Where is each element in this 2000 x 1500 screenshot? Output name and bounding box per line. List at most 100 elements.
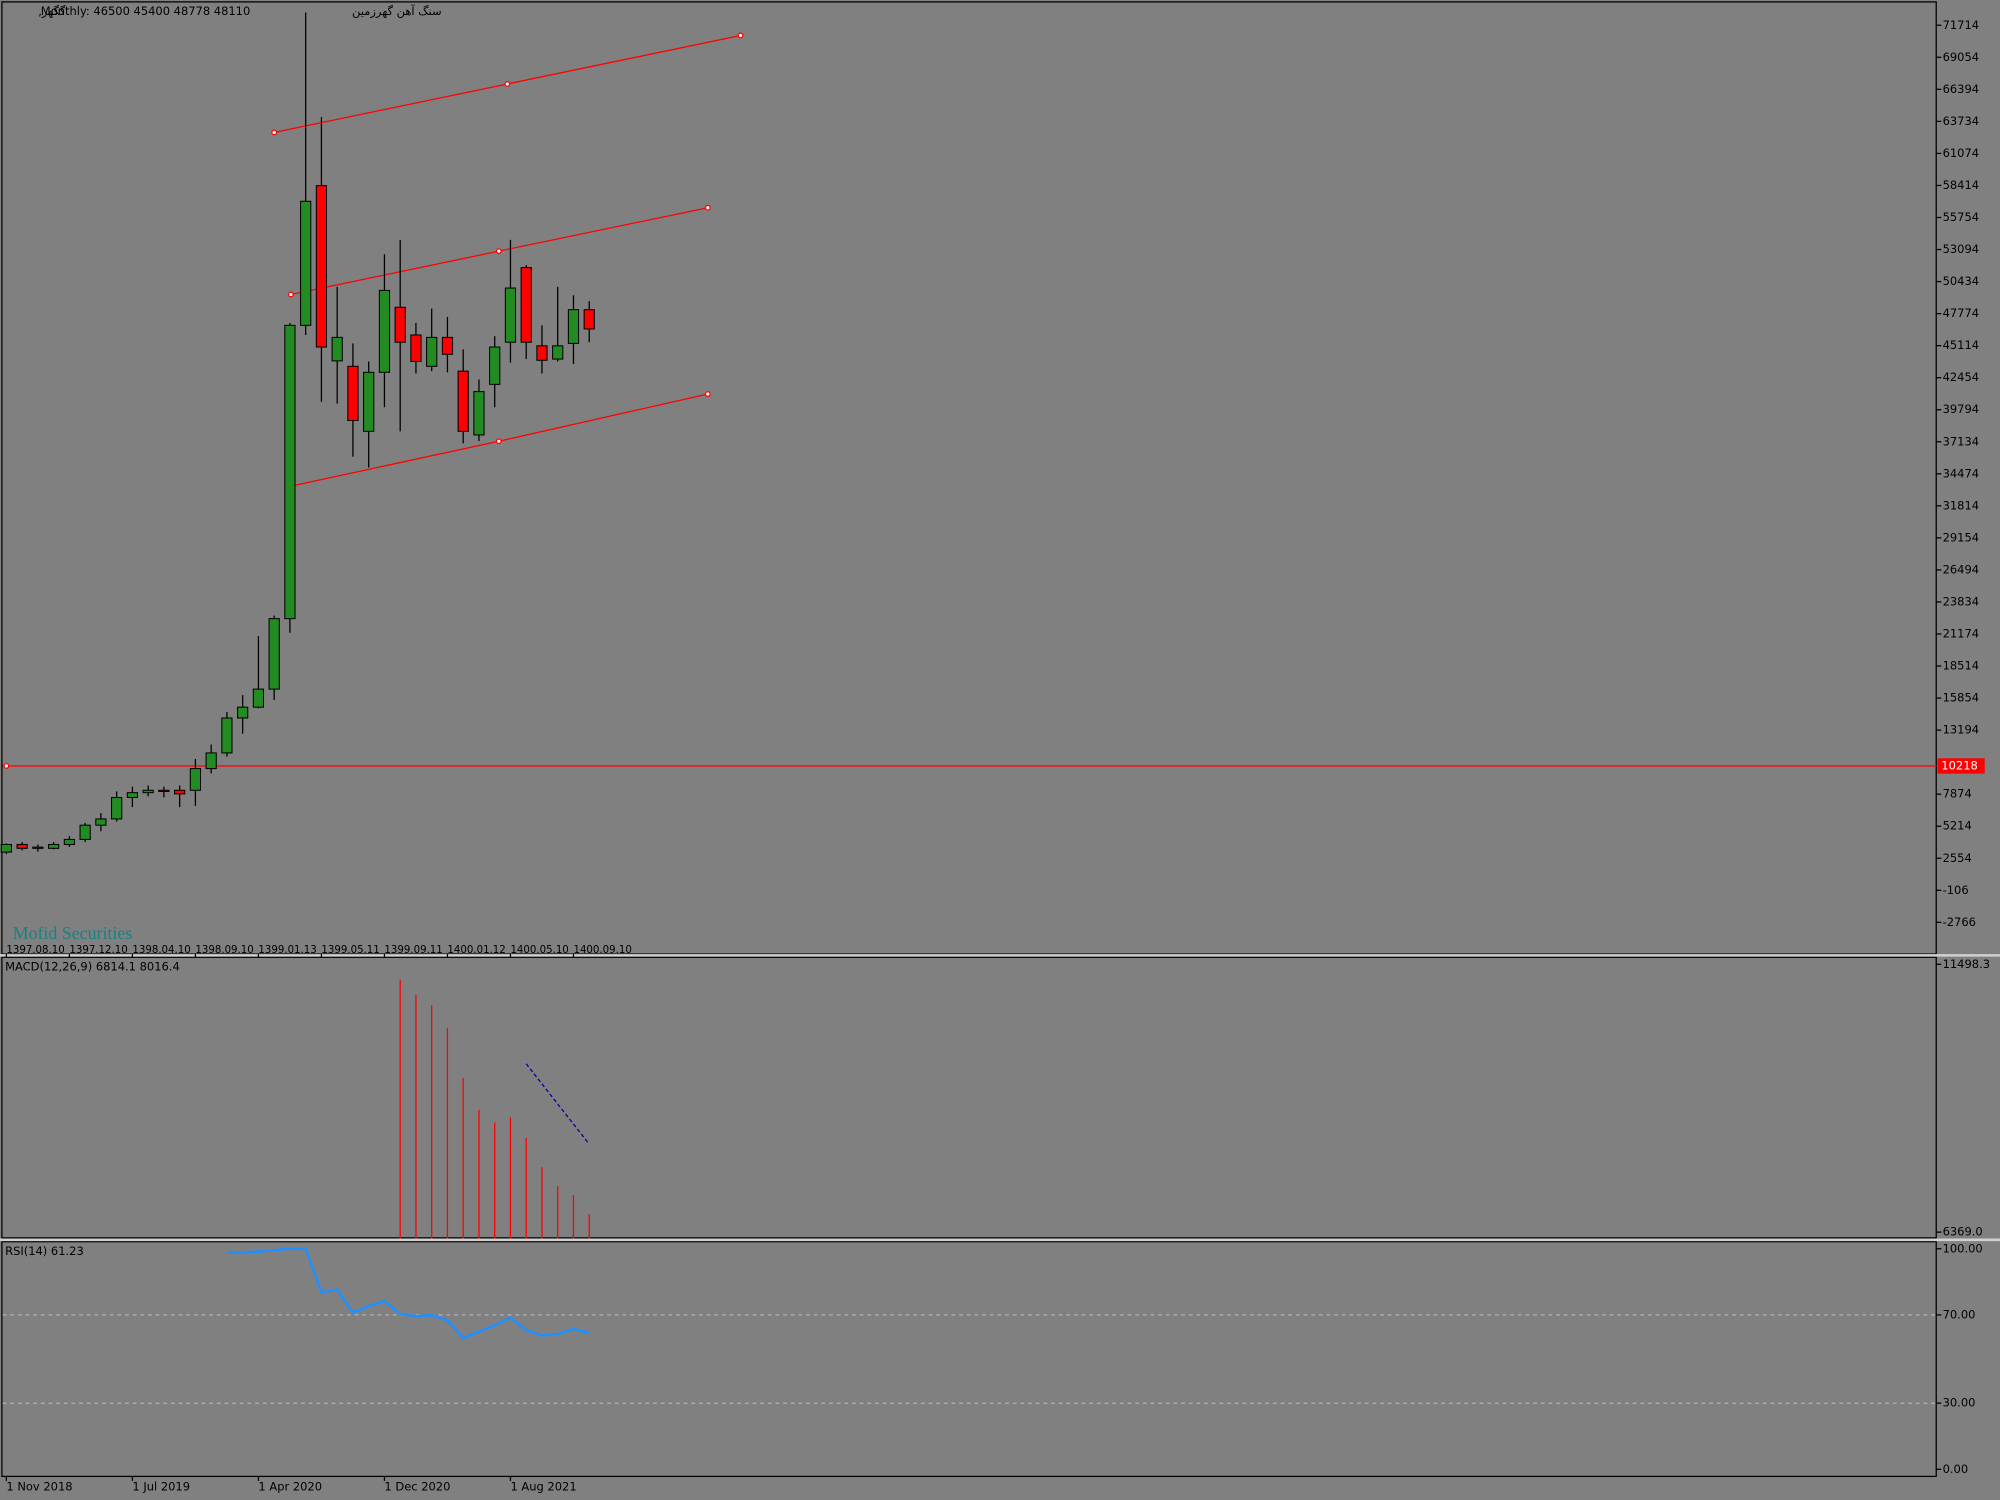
y-tick-label: -2766: [1943, 915, 1976, 929]
chart-subtitle: سنگ آهن گهرزمین: [352, 4, 442, 19]
candle-body: [347, 365, 359, 422]
candle-body: [583, 309, 595, 330]
y-tick-label: 70.00: [1943, 1307, 1976, 1321]
rsi-line: [226, 1247, 590, 1340]
y-tick-label: 0.00: [1943, 1462, 1969, 1476]
y-tick-label: 6369.0: [1943, 1225, 1983, 1239]
y-tick-label: 34474: [1943, 466, 1979, 480]
candle-body: [567, 309, 580, 344]
candle-body: [378, 289, 391, 373]
candle-body: [205, 752, 217, 770]
candle-body: [221, 717, 233, 754]
y-tick-label: 21174: [1943, 627, 1979, 641]
x-tick-label: 1399.09.11: [384, 945, 442, 956]
x-tick-label: 1400.01.12: [447, 945, 505, 956]
candle-body: [441, 336, 454, 355]
candle-body: [237, 706, 249, 719]
y-tick-label: 2554: [1943, 851, 1972, 865]
x-tick-label: 1 Apr 2020: [258, 1480, 322, 1494]
y-tick-label: 55754: [1943, 210, 1979, 224]
candle-body: [394, 306, 406, 343]
y-tick-label: 15854: [1943, 691, 1979, 705]
candle-body: [142, 789, 154, 794]
x-tick-label: 1 Nov 2018: [6, 1480, 72, 1494]
y-tick-label: 69054: [1943, 50, 1979, 64]
x-tick-label: 1397.12.10: [69, 945, 127, 956]
signal-line: [525, 1063, 590, 1145]
y-tick-label: 23834: [1943, 594, 1979, 608]
x-tick-label: 1399.05.11: [321, 945, 379, 956]
y-tick-label: 11498.3: [1943, 957, 1990, 971]
candle-body: [300, 200, 312, 326]
macd-panel: [1, 956, 1937, 1239]
symbol: گگهر,: [38, 4, 66, 19]
y-tick-label: 61074: [1943, 146, 1979, 160]
watermark: Mofid Securities: [13, 923, 132, 943]
candle-body: [536, 345, 548, 361]
candle-body: [126, 792, 139, 799]
trendline-point: [287, 291, 294, 298]
chart-title: Monthly: 46500 45400 48778 48110: [41, 4, 250, 18]
candle-body: [189, 768, 202, 791]
price-label-box: [1937, 758, 1985, 774]
macd-title: MACD(12,26,9) 6814.1 8016.4: [5, 959, 180, 973]
candle-body: [111, 796, 123, 820]
y-tick-label: 53094: [1943, 242, 1979, 256]
trendline-point: [704, 391, 711, 397]
candle-body: [158, 789, 170, 792]
candle-body: [95, 818, 107, 826]
y-tick-label: 47774: [1943, 306, 1979, 320]
candle-body: [457, 370, 469, 432]
candle-body: [268, 618, 280, 690]
candle-body: [473, 391, 485, 436]
trendline-point: [737, 32, 744, 39]
y-tick-label: 5214: [1943, 819, 1972, 833]
y-tick-label: 50434: [1943, 274, 1979, 288]
y-tick-label: 29154: [1943, 530, 1979, 544]
rsi-panel: [1, 1241, 1937, 1478]
candle-body: [79, 824, 91, 840]
y-tick-label: 31814: [1943, 498, 1979, 512]
candle-body: [0, 843, 12, 853]
y-tick-label: 18514: [1943, 659, 1979, 673]
price-line-anchor: [3, 763, 10, 769]
candle-body: [252, 688, 265, 708]
y-tick-label: 7874: [1943, 787, 1972, 801]
x-tick-label: 1397.08.10: [6, 945, 64, 956]
x-tick-label: 1 Aug 2021: [510, 1480, 576, 1494]
y-tick-label: 63734: [1943, 114, 1979, 128]
y-tick-label: 100.00: [1943, 1241, 1983, 1255]
y-tick-label: 42454: [1943, 370, 1979, 384]
candle-body: [48, 843, 60, 849]
candle-body: [331, 336, 343, 362]
x-tick-label: 1400.09.10: [573, 945, 631, 956]
y-tick-label: 26494: [1943, 562, 1979, 576]
y-tick-label: 39794: [1943, 402, 1979, 416]
y-tick-label: 45114: [1943, 338, 1979, 352]
candle-body: [174, 789, 186, 795]
y-tick-label: 37134: [1943, 434, 1979, 448]
candle-body: [489, 346, 501, 385]
candle-body: [16, 843, 28, 849]
y-tick-label: 58414: [1943, 178, 1979, 192]
trendline-point: [704, 204, 711, 211]
x-tick-label: 1398.04.10: [132, 945, 190, 956]
y-tick-label: 66394: [1943, 82, 1979, 96]
x-tick-label: 1 Jul 2019: [132, 1480, 190, 1494]
candle-body: [363, 371, 375, 432]
candle-body: [410, 334, 422, 362]
candle-body: [284, 324, 296, 620]
rsi-title: RSI(14) 61.23: [5, 1244, 84, 1258]
candle-body: [32, 846, 44, 849]
x-tick-label: 1400.05.10: [510, 945, 568, 956]
candle-body: [520, 267, 532, 343]
candle-body: [63, 838, 76, 845]
x-tick-label: 1398.09.10: [195, 945, 253, 956]
y-tick-label: 30.00: [1943, 1396, 1976, 1410]
candle-body: [504, 287, 517, 343]
trendline-point: [495, 248, 502, 255]
y-tick-label: 13194: [1943, 723, 1979, 737]
